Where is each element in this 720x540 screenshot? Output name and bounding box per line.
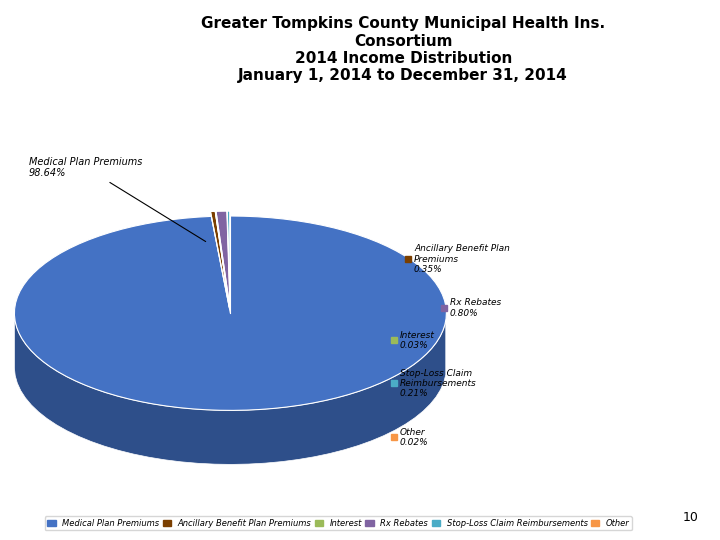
Legend: Medical Plan Premiums, Ancillary Benefit Plan Premiums, Interest, Rx Rebates, St: Medical Plan Premiums, Ancillary Benefit… [45,516,632,530]
Polygon shape [14,216,446,410]
Text: Ancillary Benefit Plan
Premiums
0.35%: Ancillary Benefit Plan Premiums 0.35% [414,244,510,274]
Text: Stop-Loss Claim
Reimbursements
0.21%: Stop-Loss Claim Reimbursements 0.21% [400,368,477,399]
Text: 10: 10 [683,511,698,524]
Polygon shape [228,211,230,308]
Polygon shape [210,211,230,308]
Polygon shape [14,314,446,464]
Text: Other
0.02%: Other 0.02% [400,428,428,447]
Text: Interest
0.03%: Interest 0.03% [400,330,434,350]
Text: Greater Tompkins County Municipal Health Ins.
Consortium
2014 Income Distributio: Greater Tompkins County Municipal Health… [201,16,606,83]
Text: Medical Plan Premiums
98.64%: Medical Plan Premiums 98.64% [29,157,206,241]
Text: Rx Rebates
0.80%: Rx Rebates 0.80% [450,298,501,318]
Polygon shape [215,211,230,308]
Polygon shape [216,211,230,308]
